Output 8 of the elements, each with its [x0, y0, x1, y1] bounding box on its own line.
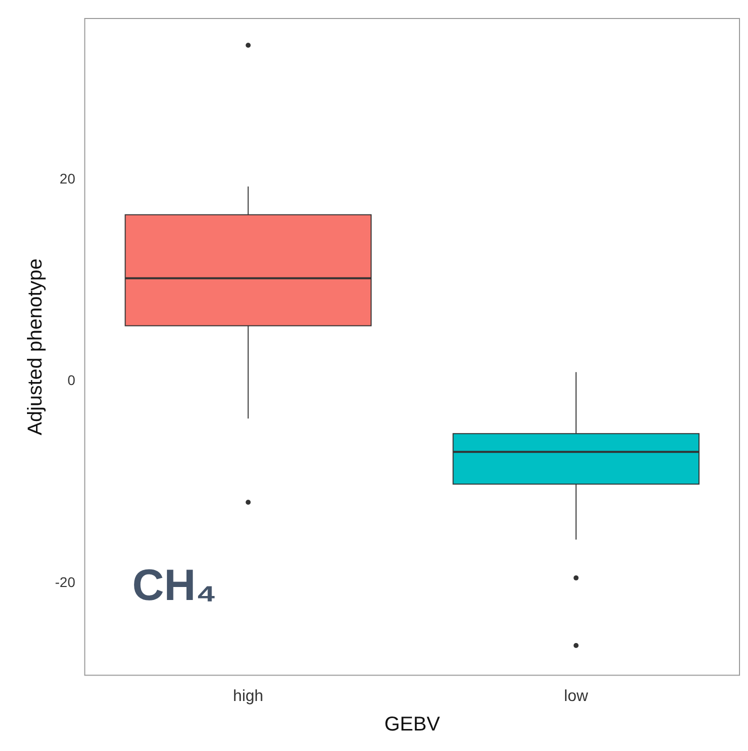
- y-tick-label: 20: [60, 170, 76, 186]
- annotation: CH₄: [132, 561, 217, 610]
- y-axis-title: Adjusted phenotype: [24, 258, 47, 436]
- x-tick-label: low: [564, 688, 589, 705]
- x-tick-label: high: [233, 688, 264, 705]
- x-axis-title: GEBV: [384, 714, 441, 736]
- y-tick-label: 0: [67, 372, 76, 388]
- y-tick-label: -20: [55, 574, 76, 590]
